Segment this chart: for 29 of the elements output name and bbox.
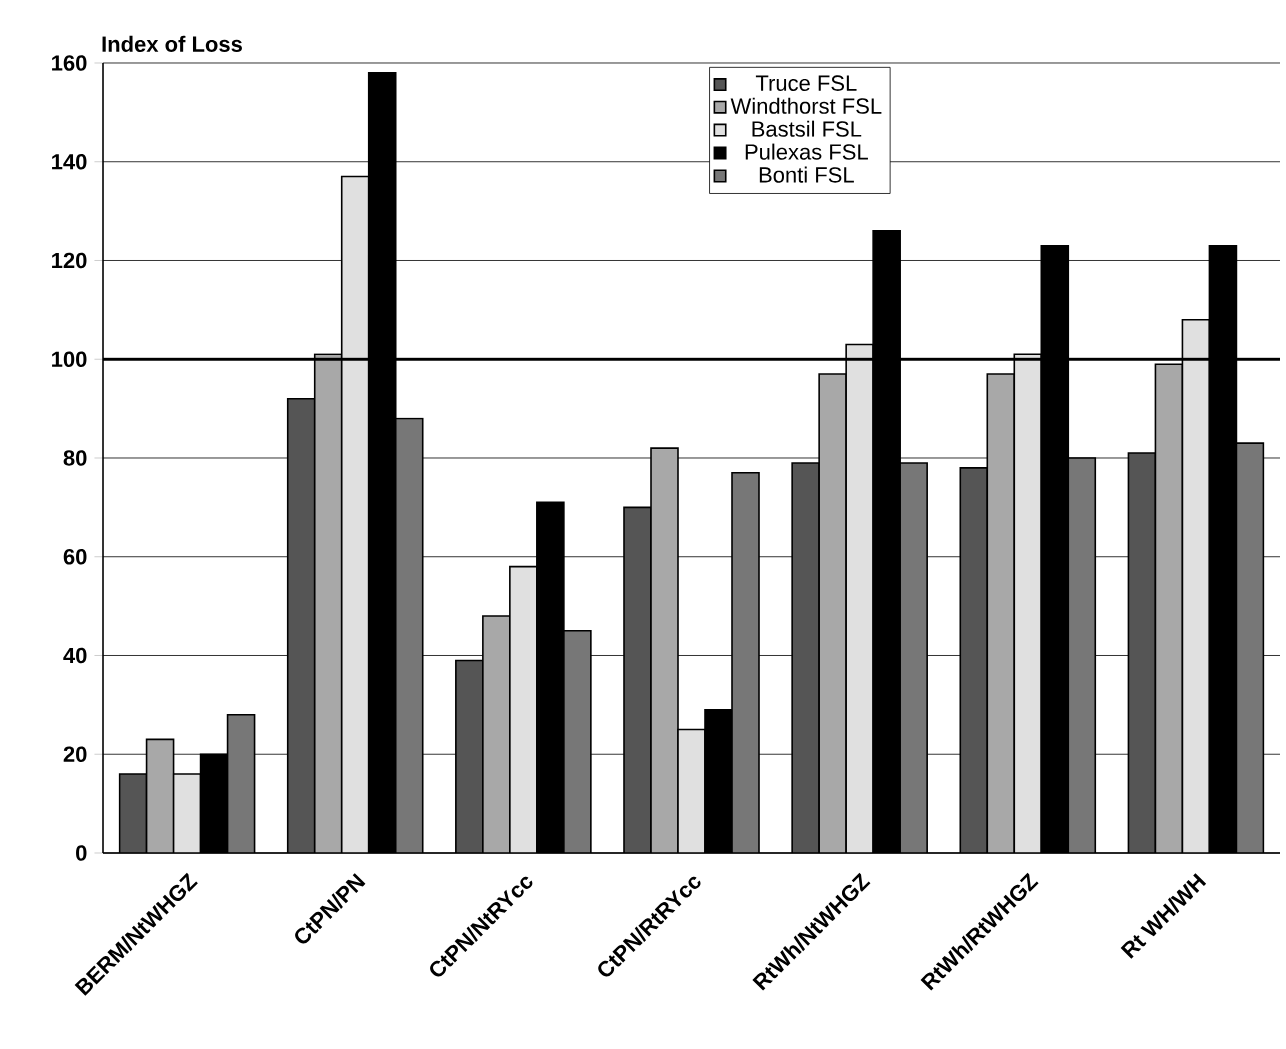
legend-label: Bonti FSL	[759, 166, 854, 183]
bar	[563, 630, 591, 853]
bar	[146, 739, 174, 853]
bar	[1068, 457, 1096, 853]
bar	[1235, 442, 1265, 853]
bar	[732, 472, 759, 853]
legend-label: Truce FSL	[755, 75, 857, 91]
y-tick-label: 40	[63, 647, 87, 664]
y-tick-label: 80	[63, 450, 87, 466]
bar	[900, 462, 928, 853]
y-tick-label: 20	[63, 746, 87, 763]
bar	[482, 615, 510, 853]
y-tick-label: 100	[52, 351, 87, 368]
bar	[651, 448, 678, 853]
bar	[227, 714, 255, 853]
y-tick-label: 60	[63, 548, 87, 565]
bar	[314, 354, 342, 853]
bar	[1154, 363, 1184, 853]
y-tick-label: 160	[52, 55, 87, 71]
bar	[395, 418, 423, 853]
y-axis-title: Index of Loss	[102, 35, 242, 52]
bar	[987, 374, 1015, 853]
y-tick-label: 120	[52, 252, 87, 269]
legend-label: Pulexas FSL	[745, 143, 868, 160]
legend-label: Bastsil FSL	[752, 120, 862, 137]
bar	[819, 374, 847, 853]
y-tick-label: 140	[52, 153, 87, 170]
y-tick-label: 0	[76, 845, 87, 861]
legend-label: Windthorst FSL	[730, 97, 882, 114]
